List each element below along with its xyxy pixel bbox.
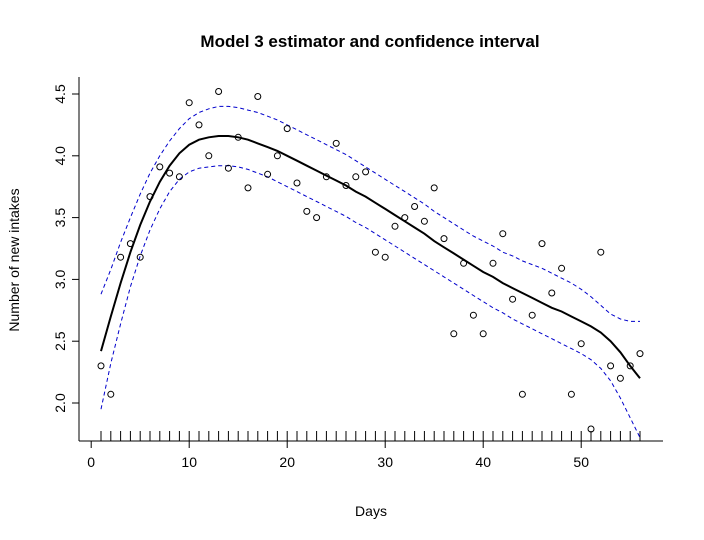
data-point (479, 330, 487, 338)
data-point (489, 259, 497, 267)
data-point (587, 425, 595, 433)
data-point (273, 152, 281, 160)
data-point (558, 264, 566, 272)
data-point (166, 169, 174, 177)
data-point (509, 295, 517, 303)
rug-marks (100, 431, 641, 441)
data-point (430, 184, 438, 192)
data-point (401, 214, 409, 222)
data-point (303, 207, 311, 215)
data-point (548, 289, 556, 297)
data-point (371, 248, 379, 256)
data-point (244, 184, 252, 192)
y-tick-label: 3.0 (52, 269, 68, 289)
data-point (391, 222, 399, 230)
data-point (254, 93, 262, 100)
data-point (146, 193, 154, 201)
data-point (322, 173, 330, 181)
data-point (616, 374, 624, 382)
data-point (264, 170, 272, 178)
data-point (499, 230, 507, 238)
chart-title: Model 3 estimator and confidence interva… (200, 32, 539, 51)
data-point (362, 168, 370, 176)
data-point (342, 182, 350, 189)
data-point (205, 152, 213, 160)
data-point (411, 203, 419, 210)
data-point (528, 311, 536, 319)
data-point (577, 340, 585, 348)
y-tick-label: 2.0 (52, 393, 68, 413)
data-point (215, 88, 223, 95)
data-point (469, 311, 477, 319)
data-point (460, 259, 468, 267)
data-point (381, 253, 389, 261)
data-point (224, 164, 232, 172)
data-point (175, 173, 183, 181)
data-point (126, 240, 134, 248)
data-point (626, 362, 634, 370)
estimator-line (100, 135, 641, 379)
data-point (283, 125, 291, 133)
data-point (352, 173, 360, 181)
x-tick-label: 0 (87, 454, 95, 470)
data-point (156, 163, 164, 171)
x-tick-label: 30 (377, 454, 393, 470)
y-axis: 2.0 2.5 3.0 3.5 4.0 4.5 (52, 84, 79, 413)
data-point (293, 179, 301, 187)
plot-frame (78, 77, 663, 442)
x-tick-label: 10 (181, 454, 197, 470)
confidence-interval-line (100, 165, 641, 438)
x-tick-label: 40 (475, 454, 491, 470)
data-point (97, 362, 105, 370)
y-tick-label: 4.0 (52, 146, 68, 166)
data-points (97, 88, 644, 433)
y-tick-label: 4.5 (52, 84, 68, 104)
series-lines (100, 105, 641, 438)
data-point (117, 253, 125, 261)
data-point (420, 217, 428, 225)
data-point (450, 330, 458, 338)
data-point (136, 253, 144, 261)
x-axis: 0 10 20 30 40 50 (87, 440, 589, 470)
y-tick-label: 2.5 (52, 331, 68, 351)
data-point (185, 99, 193, 107)
data-point (332, 139, 340, 147)
data-point (597, 248, 605, 256)
x-tick-label: 20 (279, 454, 295, 470)
data-point (313, 214, 321, 222)
data-point (538, 240, 546, 248)
data-point (567, 390, 575, 398)
data-point (636, 350, 644, 358)
y-tick-label: 3.5 (52, 208, 68, 228)
data-point (440, 235, 448, 243)
y-axis-label: Number of new intakes (6, 188, 22, 331)
data-point (234, 133, 242, 141)
data-point (518, 390, 526, 398)
x-axis-label: Days (355, 503, 387, 519)
confidence-interval-line (100, 105, 640, 322)
data-point (195, 121, 203, 129)
x-tick-label: 50 (573, 454, 589, 470)
data-point (107, 390, 115, 398)
data-point (607, 362, 615, 370)
